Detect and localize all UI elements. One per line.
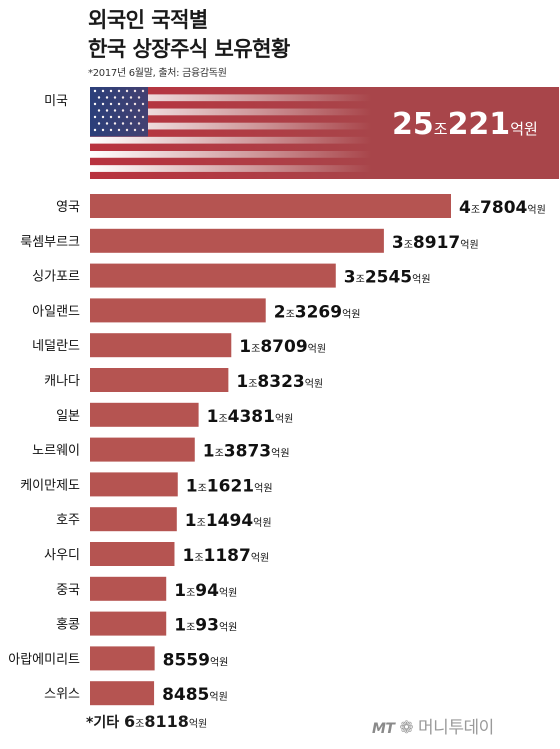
bar — [90, 402, 199, 427]
logo-mt: MT — [372, 721, 395, 737]
source-note: *2017년 6월말, 출처: 금융감독원 — [88, 68, 227, 79]
value-label: 1조1621억원 — [186, 476, 273, 496]
title-line-1: 외국인 국적별 — [88, 8, 208, 32]
value-label: 1조8323억원 — [236, 372, 323, 392]
category-label: 스위스 — [44, 687, 80, 702]
category-label: 네덜란드 — [32, 339, 80, 354]
other-prefix: *기타 — [86, 715, 120, 731]
bar — [90, 646, 155, 671]
category-label: 사우디 — [44, 548, 80, 563]
bar — [90, 576, 167, 601]
category-label: 노르웨이 — [32, 444, 80, 459]
value-label: 1조94억원 — [174, 581, 237, 601]
bar — [90, 542, 175, 566]
bar — [90, 228, 384, 253]
value-label: 1조8709억원 — [239, 337, 326, 357]
category-label: 싱가포르 — [32, 270, 80, 285]
bar — [90, 681, 155, 706]
category-label: 중국 — [56, 583, 80, 598]
value-label-usa: 25조221억원 — [392, 107, 538, 142]
bar — [90, 611, 167, 636]
value-label: 8559억원 — [163, 650, 229, 670]
bar — [90, 263, 336, 288]
usa-flag-bar: 25조221억원 — [90, 87, 559, 179]
value-label: 2조3269억원 — [274, 302, 361, 322]
category-label: 미국 — [44, 94, 68, 109]
category-label: 룩셈부르크 — [20, 235, 80, 250]
value-label: 4조7804억원 — [459, 198, 546, 218]
value-label: 1조4381억원 — [207, 407, 294, 427]
publisher-logo: MT ❁ 머니투데이 — [372, 713, 494, 738]
logo-swirl-icon: ❁ — [399, 718, 414, 738]
bar — [90, 437, 195, 462]
value-label: 3조2545억원 — [344, 268, 431, 288]
category-label: 케이만제도 — [20, 478, 80, 493]
other-eok-unit: 억원 — [188, 719, 208, 730]
logo-name: 머니투데이 — [418, 718, 494, 738]
value-label: 8485억원 — [162, 685, 228, 705]
bar — [90, 194, 451, 218]
bar — [90, 507, 177, 532]
chart-title: 외국인 국적별 한국 상장주식 보유현황 — [88, 6, 290, 64]
title-line-2: 한국 상장주식 보유현황 — [88, 37, 290, 61]
category-label: 영국 — [56, 200, 80, 215]
category-label: 호주 — [56, 513, 80, 528]
value-label: 1조93억원 — [174, 616, 237, 636]
category-label: 아일랜드 — [32, 304, 80, 319]
other-eok: 8118 — [144, 712, 189, 731]
bar — [90, 472, 178, 497]
bar — [90, 298, 266, 323]
category-label: 일본 — [56, 409, 80, 424]
category-label: 캐나다 — [44, 374, 80, 389]
category-label: 홍콩 — [56, 618, 80, 633]
usa-bar — [90, 87, 559, 179]
other-note: *기타 6조8118억원 — [86, 712, 207, 732]
other-jo: 6 — [123, 712, 136, 731]
value-label: 3조8917억원 — [392, 233, 479, 253]
bar — [90, 368, 229, 392]
value-label: 1조1187억원 — [182, 546, 269, 566]
value-label: 1조3873억원 — [203, 442, 290, 462]
bar — [90, 333, 232, 358]
other-jo-unit: 조 — [135, 719, 145, 730]
category-label: 아랍에미리트 — [8, 652, 80, 667]
value-label: 1조1494억원 — [185, 511, 272, 531]
